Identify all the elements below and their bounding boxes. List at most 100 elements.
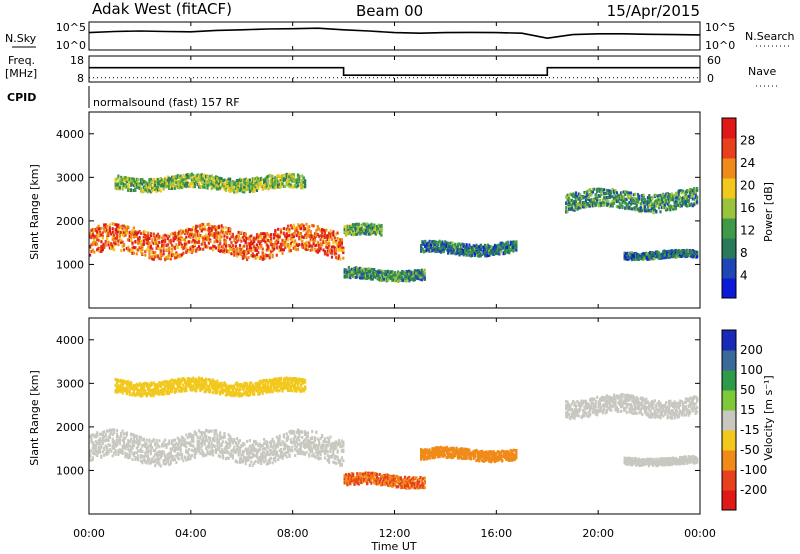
- heatmap-cell: [574, 203, 578, 207]
- heatmap-cell: [120, 175, 123, 179]
- heatmap-cell: [144, 184, 147, 188]
- heatmap-cell: [627, 202, 630, 206]
- heatmap-cell: [202, 174, 205, 178]
- heatmap-cell: [176, 180, 179, 184]
- heatmap-cell: [200, 452, 203, 456]
- heatmap-cell: [115, 237, 119, 240]
- heatmap-cell: [674, 193, 678, 197]
- heatmap-cell: [263, 232, 266, 236]
- heatmap-cell: [151, 186, 154, 190]
- heatmap-cell: [670, 255, 673, 258]
- heatmap-cell: [628, 201, 631, 205]
- heatmap-cell: [289, 174, 292, 178]
- heatmap-cell: [295, 226, 298, 230]
- heatmap-cell: [147, 245, 150, 249]
- heatmap-cell: [371, 268, 374, 272]
- heatmap-cell: [104, 444, 107, 448]
- heatmap-cell: [138, 439, 141, 443]
- heatmap-cell: [244, 241, 247, 245]
- heatmap-cell: [654, 254, 658, 258]
- heatmap-cell: [271, 245, 274, 249]
- heatmap-cell: [189, 432, 192, 436]
- heatmap-cell: [680, 252, 683, 256]
- heatmap-cell: [623, 254, 626, 258]
- heatmap-cell: [122, 183, 126, 187]
- heatmap-cell: [253, 177, 256, 181]
- heatmap-cell: [275, 235, 278, 239]
- heatmap-cell: [422, 242, 425, 246]
- heatmap-cell: [137, 442, 140, 446]
- heatmap-cell: [158, 445, 161, 449]
- heatmap-cell: [360, 272, 363, 276]
- heatmap-cell: [288, 249, 291, 253]
- heatmap-cell: [138, 437, 141, 440]
- colorbar-segment: [722, 158, 736, 179]
- heatmap-cell: [200, 226, 203, 230]
- heatmap-cell: [202, 182, 205, 186]
- heatmap-cell: [329, 232, 332, 236]
- heatmap-cell: [101, 244, 104, 248]
- heatmap-cell: [694, 254, 697, 258]
- heatmap-cell: [97, 451, 100, 454]
- heatmap-cell: [175, 235, 178, 239]
- heatmap-cell: [217, 246, 220, 250]
- heatmap-cell: [197, 248, 201, 251]
- heatmap-cell: [653, 194, 656, 198]
- heatmap-cell: [183, 444, 186, 448]
- heatmap-cell: [158, 439, 161, 443]
- heatmap-cell: [131, 251, 134, 255]
- heatmap-cell: [496, 251, 499, 255]
- heatmap-cell: [229, 247, 232, 251]
- heatmap-cell: [202, 439, 205, 443]
- heatmap-cell: [155, 177, 158, 181]
- heatmap-cell: [666, 207, 669, 211]
- heatmap-cell: [149, 190, 152, 194]
- heatmap-cell: [131, 177, 134, 181]
- heatmap-cell: [432, 248, 435, 252]
- heatmap-cell: [650, 251, 653, 254]
- heatmap-cell: [579, 196, 582, 200]
- heatmap-cell: [391, 273, 394, 277]
- heatmap-cell: [642, 255, 645, 259]
- heatmap-cell: [683, 254, 686, 258]
- heatmap-cell: [171, 183, 174, 187]
- heatmap-cell: [212, 453, 215, 457]
- heatmap-cell: [350, 270, 353, 274]
- heatmap-cell: [223, 232, 226, 236]
- heatmap-cell: [264, 255, 267, 259]
- heatmap-cell: [583, 190, 586, 194]
- heatmap-cell: [162, 180, 165, 184]
- heatmap-cell: [260, 244, 263, 248]
- heatmap-cell: [200, 177, 203, 181]
- heatmap-cell: [309, 244, 312, 248]
- heatmap-cell: [175, 253, 178, 257]
- heatmap-cell: [203, 431, 206, 435]
- heatmap-cell: [220, 245, 223, 249]
- heatmap-cell: [614, 194, 617, 198]
- heatmap-cell: [491, 248, 494, 252]
- heatmap-cell: [141, 461, 144, 465]
- heatmap-cell: [594, 193, 597, 197]
- heatmap-cell: [200, 179, 203, 183]
- heatmap-cell: [246, 187, 249, 191]
- heatmap-cell: [449, 241, 452, 245]
- heatmap-cell: [332, 241, 335, 245]
- heatmap-cell: [672, 207, 675, 211]
- heatmap-cell: [412, 274, 415, 277]
- heatmap-cell: [212, 232, 215, 236]
- heatmap-cell: [135, 456, 138, 460]
- heatmap-cell: [679, 202, 682, 205]
- heatmap-cell: [236, 247, 239, 251]
- heatmap-cell: [173, 458, 177, 462]
- heatmap-cell: [107, 243, 110, 247]
- heatmap-cell: [212, 234, 215, 238]
- heatmap-cell: [188, 176, 191, 180]
- heatmap-cell: [244, 182, 247, 186]
- heatmap-cell: [207, 445, 210, 449]
- heatmap-cell: [227, 244, 230, 248]
- heatmap-cell: [100, 245, 103, 249]
- heatmap-cell: [205, 233, 208, 237]
- heatmap-cell: [248, 187, 251, 190]
- heatmap-cell: [647, 254, 650, 258]
- heatmap-cell: [156, 185, 160, 189]
